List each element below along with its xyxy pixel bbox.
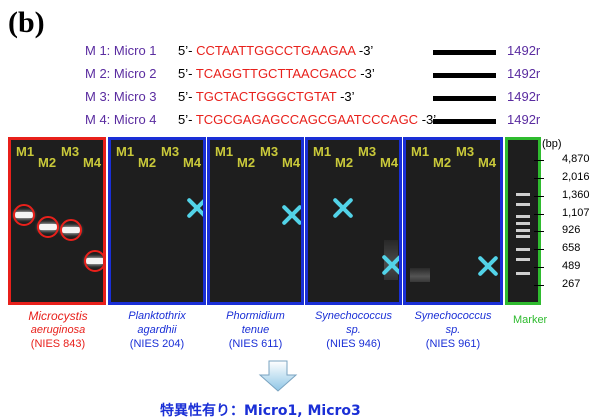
primer-dimer-smear — [410, 268, 430, 282]
positive-circle-m2 — [37, 216, 59, 238]
primer-row-3: M 3: Micro 3 5’- TGCTACTGGGCTGTAT -3’ 14… — [0, 89, 600, 109]
species-label-phormidium: Phormidium tenue (NIES 611) — [226, 310, 285, 350]
gel-synechococcus-946: M1 M2 M3 M4 — [305, 137, 402, 305]
bp-label: 267 — [562, 278, 581, 290]
bp-tick — [534, 285, 544, 286]
lane-label-m3: M3 — [161, 144, 180, 159]
bp-label: 926 — [562, 224, 581, 236]
species-label-microcystis: Microcystis aeruginosa (NIES 843) — [28, 309, 88, 350]
reverse-primer-bar — [433, 73, 496, 78]
lane-label-m1: M1 — [411, 144, 430, 159]
primer-row-4: M 4: Micro 4 5’- TCGCGAGAGCCAGCGAATCCCAG… — [0, 112, 600, 132]
primer-name: M 1: Micro 1 — [85, 43, 157, 58]
marker-label: Marker — [513, 314, 548, 326]
species-label-planktothrix: Planktothrix agardhii (NIES 204) — [128, 310, 186, 350]
reverse-primer-bar — [433, 50, 496, 55]
species-label-synechococcus-961: Synechococcus sp. (NIES 961) — [414, 310, 492, 350]
reverse-primer-bar — [433, 119, 496, 124]
lane-label-m2: M2 — [335, 155, 354, 170]
lane-label-m1: M1 — [313, 144, 332, 159]
no-band-cross-icon — [332, 197, 354, 219]
bp-label: 1,107 — [562, 207, 590, 219]
marker-unit: (bp) — [542, 138, 562, 150]
gel-planktothrix: M1 M2 M3 M4 — [108, 137, 206, 305]
primer-sequence: 5’- CCTAATTGGCCTGAAGAA -3’ — [178, 43, 374, 58]
ladder-band — [516, 272, 530, 275]
primer-name: M 4: Micro 4 — [85, 112, 157, 127]
bp-tick — [534, 160, 544, 161]
lane-label-m4: M4 — [183, 155, 202, 170]
reverse-primer-name: 1492r — [507, 112, 541, 127]
conclusion-text: 特異性有り：Micro1, Micro3 — [160, 403, 361, 419]
bp-label: 1,360 — [562, 189, 590, 201]
reverse-primer-bar — [433, 96, 496, 101]
species-label-synechococcus-946: Synechococcus sp. (NIES 946) — [314, 310, 393, 350]
lane-label-m3: M3 — [61, 144, 80, 159]
ladder-band — [516, 203, 530, 206]
reverse-primer-name: 1492r — [507, 43, 541, 58]
no-band-cross-icon — [477, 255, 499, 277]
lane-label-m1: M1 — [116, 144, 135, 159]
primer-row-2: M 2: Micro 2 5’- TCAGGTTGCTTAACGACC -3’ … — [0, 66, 600, 86]
lane-label-m2: M2 — [138, 155, 157, 170]
lane-label-m2: M2 — [38, 155, 57, 170]
lane-label-m2: M2 — [237, 155, 256, 170]
lane-label-m1: M1 — [215, 144, 234, 159]
no-band-cross-icon — [381, 254, 399, 276]
lane-label-m3: M3 — [260, 144, 279, 159]
positive-circle-m4 — [84, 250, 103, 272]
bp-tick — [534, 231, 544, 232]
bp-label: 2,016 — [562, 171, 590, 183]
lane-label-m1: M1 — [16, 144, 35, 159]
primer-row-1: M 1: Micro 1 5’- CCTAATTGGCCTGAAGAA -3’ … — [0, 43, 600, 63]
down-arrow-icon — [258, 360, 298, 392]
gel-synechococcus-961: M1 M2 M3 M4 — [403, 137, 503, 305]
positive-circle-m3 — [60, 219, 82, 241]
gel-phormidium: M1 M2 M3 M4 — [207, 137, 304, 305]
bp-tick — [534, 214, 544, 215]
bp-label: 489 — [562, 260, 581, 272]
no-band-cross-icon — [281, 204, 301, 226]
panel-label: (b) — [8, 6, 45, 39]
bp-tick — [534, 196, 544, 197]
ladder-band — [516, 215, 530, 218]
positive-circle-m1 — [13, 204, 35, 226]
lane-label-m4: M4 — [380, 155, 399, 170]
ladder-band — [516, 193, 530, 196]
reverse-primer-name: 1492r — [507, 66, 541, 81]
no-band-cross-icon — [186, 197, 203, 219]
bp-tick — [534, 178, 544, 179]
ladder-band — [516, 258, 530, 261]
lane-label-m4: M4 — [282, 155, 301, 170]
ladder-band — [516, 248, 530, 251]
lane-label-m4: M4 — [478, 155, 497, 170]
bp-tick — [534, 249, 544, 250]
primer-sequence: 5’- TCAGGTTGCTTAACGACC -3’ — [178, 66, 375, 81]
primer-name: M 2: Micro 2 — [85, 66, 157, 81]
lane-label-m4: M4 — [83, 155, 102, 170]
ladder-band — [516, 229, 530, 232]
lane-label-m3: M3 — [456, 144, 475, 159]
ladder-band — [516, 235, 530, 238]
bp-label: 658 — [562, 242, 581, 254]
bp-tick — [534, 267, 544, 268]
gel-microcystis: M1 M2 M3 M4 — [8, 137, 106, 305]
primer-name: M 3: Micro 3 — [85, 89, 157, 104]
gel-marker — [505, 137, 541, 305]
lane-label-m2: M2 — [433, 155, 452, 170]
bp-label: 4,870 — [562, 153, 590, 165]
reverse-primer-name: 1492r — [507, 89, 541, 104]
primer-sequence: 5’- TGCTACTGGGCTGTAT -3’ — [178, 89, 355, 104]
lane-label-m3: M3 — [358, 144, 377, 159]
ladder-band — [516, 222, 530, 225]
primer-sequence: 5’- TCGCGAGAGCCAGCGAATCCCAGC -3’ — [178, 112, 437, 127]
